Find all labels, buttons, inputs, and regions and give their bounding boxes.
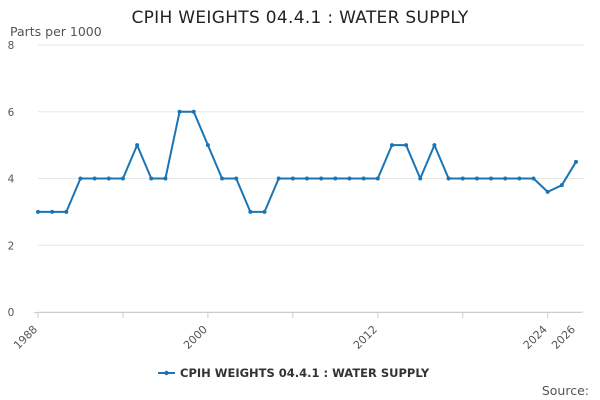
data-point bbox=[389, 143, 394, 148]
x-tick-label: 2026 bbox=[549, 323, 578, 352]
legend-label: CPIH WEIGHTS 04.4.1 : WATER SUPPLY bbox=[180, 366, 430, 380]
data-point bbox=[205, 143, 210, 148]
y-axis-ticks: 0 2 4 6 8 bbox=[8, 40, 15, 319]
x-tick-label: 2012 bbox=[351, 323, 380, 352]
data-point bbox=[50, 209, 55, 214]
x-axis: 1988 2000 2012 2024 2026 bbox=[11, 312, 582, 352]
y-tick-label: 6 bbox=[8, 107, 15, 119]
series-line bbox=[38, 110, 577, 213]
data-point bbox=[347, 176, 352, 181]
data-point bbox=[559, 183, 564, 188]
data-point bbox=[574, 159, 578, 164]
data-point bbox=[361, 176, 366, 181]
data-point bbox=[248, 209, 253, 214]
series-layer bbox=[36, 109, 578, 214]
data-point bbox=[290, 176, 295, 181]
data-point bbox=[177, 109, 182, 114]
data-point bbox=[418, 176, 423, 181]
data-point bbox=[432, 143, 437, 148]
data-point bbox=[460, 176, 465, 181]
chart-title: CPIH WEIGHTS 04.4.1 : WATER SUPPLY bbox=[131, 8, 469, 28]
source-label: Source: bbox=[541, 383, 589, 398]
data-point bbox=[120, 176, 125, 181]
data-point bbox=[375, 176, 380, 181]
data-point bbox=[36, 209, 40, 214]
data-point bbox=[64, 209, 69, 214]
data-point bbox=[517, 176, 522, 181]
y-tick-label: 2 bbox=[8, 240, 15, 252]
data-point bbox=[446, 176, 451, 181]
data-point bbox=[489, 176, 494, 181]
legend-swatch-marker bbox=[164, 370, 169, 376]
data-point bbox=[191, 109, 196, 114]
data-point bbox=[78, 176, 83, 181]
x-tick-label: 2000 bbox=[181, 323, 210, 352]
data-point bbox=[474, 176, 479, 181]
data-point bbox=[234, 176, 239, 181]
data-point bbox=[333, 176, 338, 181]
y-tick-label: 0 bbox=[8, 307, 15, 319]
data-point bbox=[106, 176, 111, 181]
y-tick-label: 4 bbox=[8, 174, 15, 186]
data-point bbox=[531, 176, 536, 181]
x-tick-label: 2024 bbox=[521, 323, 550, 352]
data-point bbox=[262, 209, 267, 214]
data-point bbox=[149, 176, 154, 181]
y-axis-units-label: Parts per 1000 bbox=[10, 24, 102, 39]
data-point bbox=[305, 176, 309, 181]
data-point bbox=[135, 143, 140, 148]
legend[interactable]: CPIH WEIGHTS 04.4.1 : WATER SUPPLY bbox=[158, 366, 430, 380]
data-point bbox=[404, 143, 409, 148]
y-tick-label: 8 bbox=[8, 40, 15, 52]
data-point bbox=[220, 176, 225, 181]
data-point bbox=[503, 176, 508, 181]
data-point bbox=[545, 189, 550, 194]
data-point bbox=[92, 176, 97, 181]
data-point bbox=[319, 176, 324, 181]
data-point bbox=[163, 176, 168, 181]
x-tick-label: 1988 bbox=[11, 323, 40, 352]
data-point bbox=[276, 176, 281, 181]
